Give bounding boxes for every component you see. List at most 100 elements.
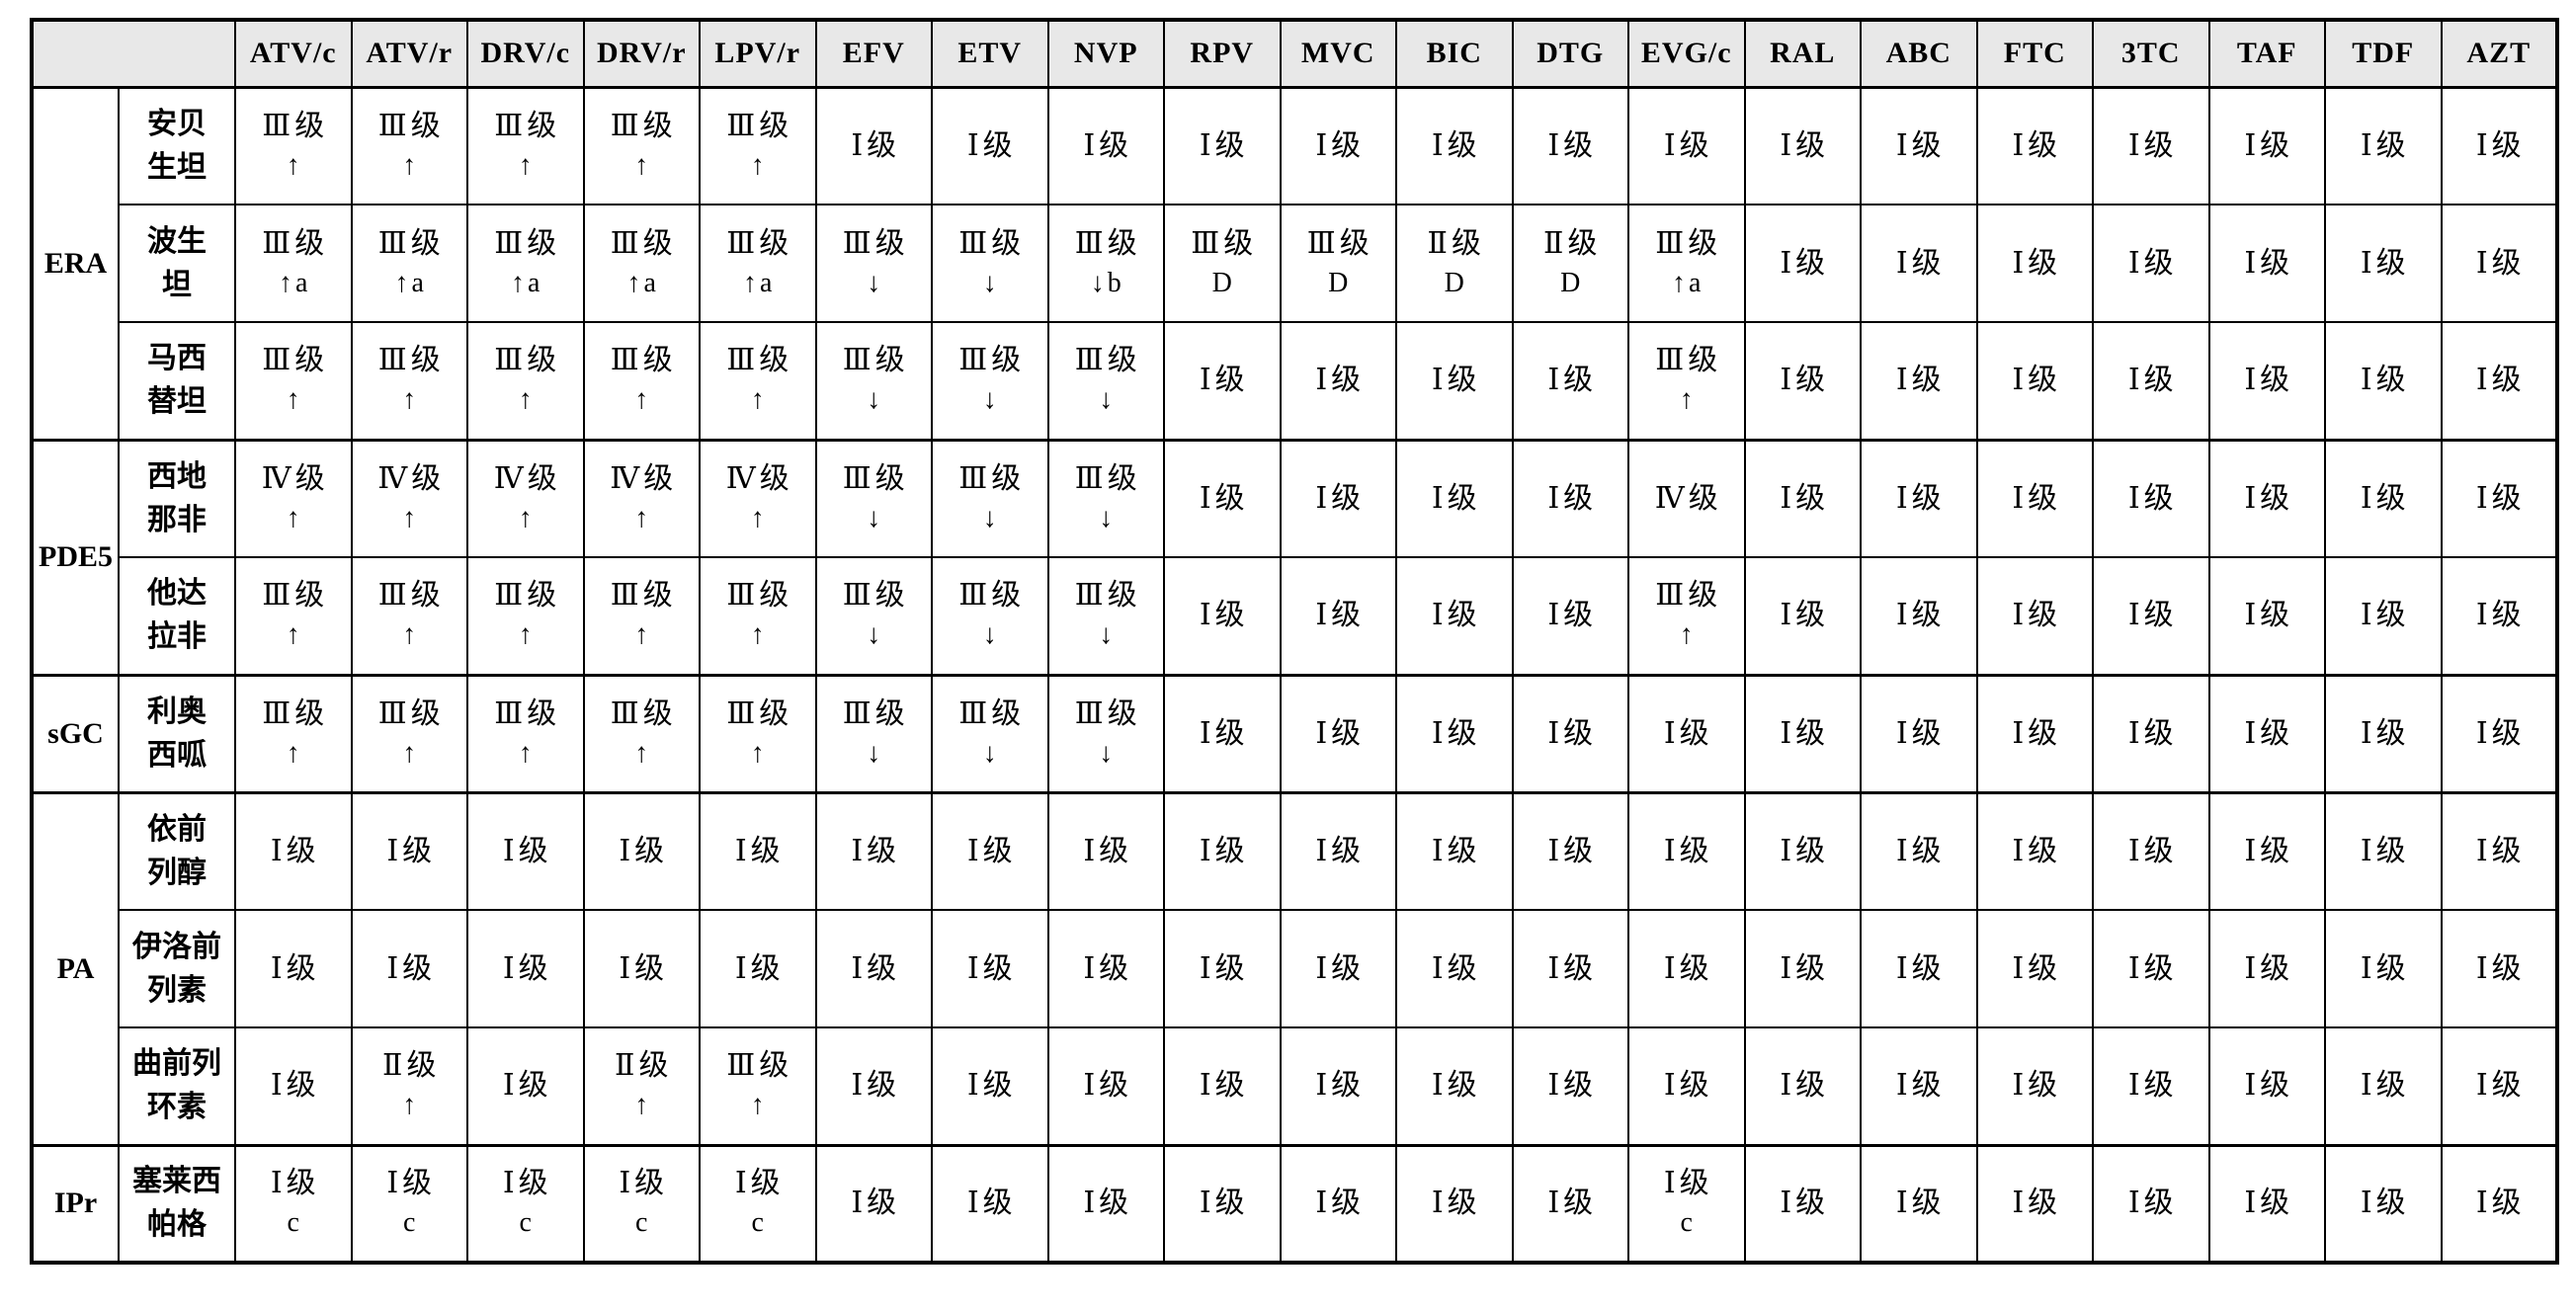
interaction-cell: Ⅲ级 ↑ — [234, 321, 353, 441]
column-header-bic: BIC — [1395, 19, 1514, 89]
interaction-cell: Ⅰ级 — [1975, 909, 2094, 1028]
interaction-grade: Ⅲ级 — [958, 226, 1026, 260]
table-row: 马西 替坦 Ⅲ级 ↑ Ⅲ级 ↑ Ⅲ级 ↑ Ⅲ级 ↑ Ⅲ级 ↑ Ⅲ级 ↓ Ⅲ级 ↓ Ⅲ级 ↓ Ⅰ级 Ⅰ级 Ⅰ级 Ⅰ级 Ⅲ级 ↑… — [32, 321, 2558, 441]
interaction-cell: Ⅱ级 ↑ — [350, 1026, 468, 1146]
interaction-grade: Ⅰ级 — [1315, 599, 1366, 632]
interaction-cell: Ⅰ级 — [931, 85, 1049, 205]
interaction-grade: Ⅲ级 — [262, 109, 329, 142]
interaction-cell: Ⅲ级 ↓ — [931, 556, 1049, 676]
interaction-cell: Ⅲ级 D — [1279, 204, 1397, 323]
interaction-grade: Ⅰ级 — [1199, 481, 1249, 515]
interaction-cell: Ⅰ级 — [1860, 1026, 1978, 1146]
interaction-grade: Ⅲ级 — [726, 226, 793, 260]
column-header-ftc: FTC — [1975, 19, 2094, 89]
interaction-grade: Ⅰ级 — [1780, 951, 1830, 985]
interaction-cell: Ⅰ级 — [814, 1143, 933, 1264]
interaction-cell: Ⅰ级 — [1395, 85, 1514, 205]
interaction-cell: Ⅳ级 ↑ — [699, 438, 817, 558]
interaction-grade: Ⅰ级 — [966, 1069, 1017, 1103]
interaction-grade: Ⅰ级 — [2475, 599, 2526, 632]
interaction-modifier: ↓ — [867, 737, 884, 769]
interaction-grade: Ⅲ级 — [610, 696, 677, 730]
interaction-grade: Ⅰ级 — [1083, 1069, 1133, 1103]
interaction-cell: Ⅰ级 — [1395, 790, 1514, 911]
interaction-grade: Ⅰ级 — [502, 951, 552, 985]
interaction-grade: Ⅰ级 — [1315, 1187, 1366, 1220]
interaction-grade: Ⅲ级 — [1191, 226, 1258, 260]
interaction-cell: Ⅲ级 ↑ — [234, 556, 353, 676]
interaction-grade: Ⅰ级 — [2475, 834, 2526, 867]
interaction-grade: Ⅰ级 — [2360, 599, 2410, 632]
interaction-modifier: c — [635, 1207, 651, 1239]
interaction-grade: Ⅲ级 — [494, 696, 561, 730]
interaction-cell: Ⅰ级 — [1395, 1143, 1514, 1264]
interaction-cell: Ⅲ级 ↓ — [814, 438, 933, 558]
interaction-cell: Ⅰ级 — [2324, 909, 2443, 1028]
interaction-grade: Ⅰ级 — [1431, 834, 1481, 867]
interaction-cell: Ⅲ级 ↑ — [699, 556, 817, 676]
interaction-cell: Ⅰ级 — [1046, 1026, 1165, 1146]
interaction-modifier: ↑ — [634, 619, 652, 651]
interaction-grade: Ⅰ级 — [2012, 599, 2062, 632]
interaction-grade: Ⅰ级 — [1895, 128, 1946, 162]
interaction-cell: Ⅰ级 — [2324, 1143, 2443, 1264]
interaction-grade: Ⅲ级 — [958, 579, 1026, 613]
interaction-grade: Ⅲ级 — [958, 344, 1026, 377]
interaction-modifier: ↓ — [1099, 619, 1117, 651]
interaction-cell: Ⅲ级 ↑ — [699, 85, 817, 205]
interaction-grade: Ⅲ级 — [1074, 696, 1141, 730]
interaction-cell: Ⅰ级 c — [350, 1143, 468, 1264]
interaction-grade: Ⅲ级 — [842, 696, 909, 730]
interaction-modifier: c — [751, 1207, 767, 1239]
interaction-grade: Ⅲ级 — [262, 344, 329, 377]
interaction-grade: Ⅰ级 — [2012, 1187, 2062, 1220]
interaction-grade: Ⅰ级 — [851, 128, 901, 162]
interaction-cell: Ⅲ级 ↑ — [234, 673, 353, 793]
interaction-cell: Ⅲ级 ↑ — [582, 321, 701, 441]
interaction-cell: Ⅲ级 ↑a — [699, 204, 817, 323]
interaction-cell: Ⅰ级 — [1975, 438, 2094, 558]
table-row: sGC 利奥 西呱 Ⅲ级 ↑ Ⅲ级 ↑ Ⅲ级 ↑ Ⅲ级 ↑ Ⅲ级 ↑ Ⅲ级 ↓ Ⅲ级 ↓ Ⅲ级 ↓ Ⅰ级 Ⅰ级 Ⅰ级 Ⅰ级… — [31, 673, 2558, 793]
drug-name: 曲前列 环素 — [118, 1026, 236, 1146]
interaction-modifier: ↑ — [402, 384, 420, 416]
column-header-lpv-r: LPV/r — [699, 19, 817, 89]
interaction-cell: Ⅰ级 — [1511, 321, 1629, 441]
interaction-grade: Ⅱ级 — [1427, 226, 1485, 260]
interaction-cell: Ⅰ级 — [1975, 85, 2094, 205]
interaction-cell: Ⅲ级 ↓ — [814, 321, 933, 441]
interaction-modifier: D — [1444, 267, 1467, 298]
interaction-grade: Ⅰ级 — [2012, 364, 2062, 397]
interaction-cell: Ⅰ级 — [931, 1026, 1049, 1146]
interaction-modifier: ↑ — [286, 384, 303, 416]
interaction-cell: Ⅲ级 ↑ — [1627, 321, 1746, 441]
interaction-cell: Ⅰ级 — [2092, 790, 2210, 911]
interaction-cell: Ⅰ级 — [1395, 321, 1514, 441]
interaction-cell: Ⅰ级 — [2207, 85, 2326, 205]
drug-name: 伊洛前 列素 — [118, 909, 236, 1028]
interaction-grade: Ⅲ级 — [377, 696, 445, 730]
interaction-grade: Ⅰ级 — [2475, 364, 2526, 397]
table-row: PDE5 西地 那非 Ⅳ级 ↑ Ⅳ级 ↑ Ⅳ级 ↑ Ⅳ级 ↑ Ⅳ级 ↑ Ⅲ级 ↓ Ⅲ级 ↓ Ⅲ级 ↓ Ⅰ级 Ⅰ级 Ⅰ级 Ⅰ… — [31, 438, 2558, 676]
interaction-cell: Ⅰ级 — [1975, 556, 2094, 676]
interaction-modifier: ↓ — [982, 502, 1000, 533]
interaction-cell: Ⅰ级 c — [1627, 1143, 1746, 1264]
interaction-cell: Ⅰ级 — [1860, 321, 1978, 441]
interaction-modifier: ↑ — [518, 737, 536, 769]
interaction-cell: Ⅲ级 ↓ — [1046, 438, 1165, 558]
table-row: IPr 塞莱西 帕格 Ⅰ级 c Ⅰ级 c Ⅰ级 c Ⅰ级 c Ⅰ级 c Ⅰ级 Ⅰ级 Ⅰ级 Ⅰ级 Ⅰ级 Ⅰ级 Ⅰ级 Ⅰ级… — [31, 1143, 2558, 1264]
interaction-grade: Ⅰ级 — [2127, 716, 2178, 750]
drug-name: 利奥 西呱 — [118, 673, 236, 793]
interaction-cell: Ⅰ级 — [2440, 790, 2558, 911]
interaction-modifier: ↓ — [982, 737, 1000, 769]
interaction-cell: Ⅰ级 — [1743, 1143, 1862, 1264]
column-header-nvp: NVP — [1046, 19, 1165, 89]
interaction-cell: Ⅰ级 — [2092, 1143, 2210, 1264]
document-page: ATV/c ATV/r DRV/c DRV/r LPV/r EFV ETV NVP RPV MVC… — [30, 18, 2559, 1265]
interaction-grade: Ⅰ级 — [1431, 716, 1481, 750]
interaction-grade: Ⅲ级 — [1074, 344, 1141, 377]
interaction-grade: Ⅲ级 — [1074, 226, 1141, 260]
interaction-modifier: ↑ — [634, 149, 652, 181]
interaction-cell: Ⅰ级 — [582, 790, 701, 911]
interaction-modifier: c — [519, 1207, 535, 1239]
interaction-cell: Ⅰ级 — [2207, 1143, 2326, 1264]
